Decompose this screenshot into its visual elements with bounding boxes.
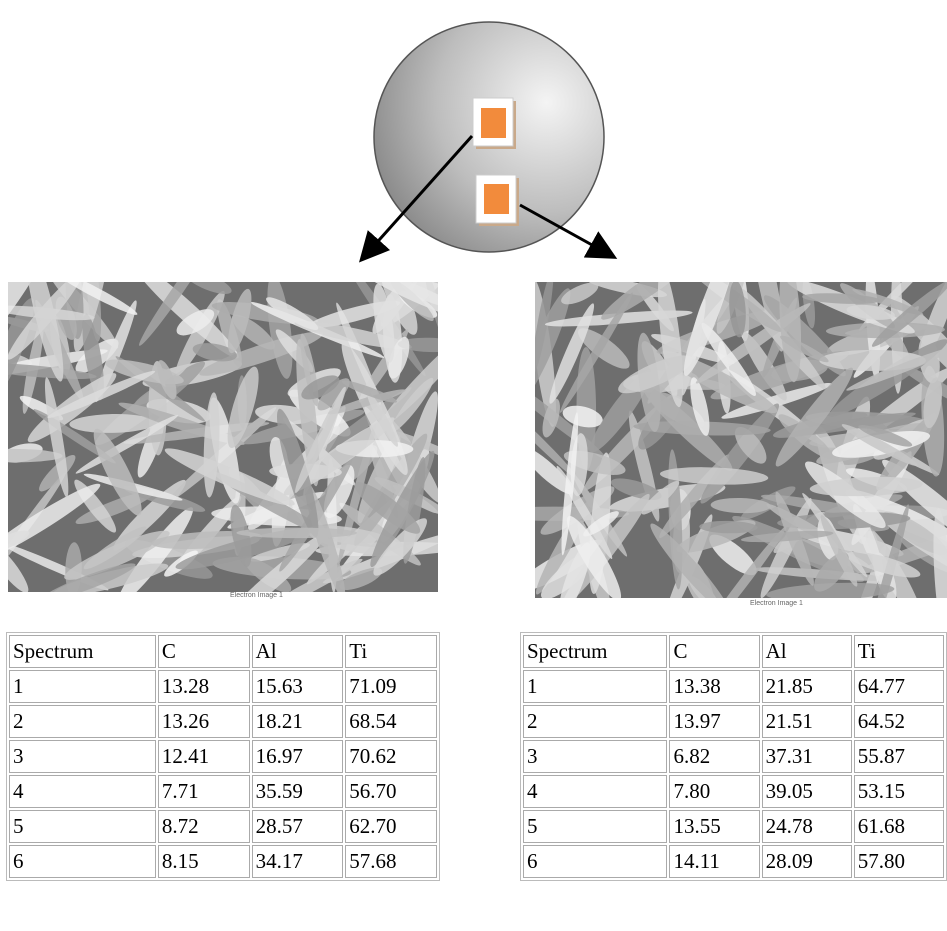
sample-site [481, 108, 506, 138]
cell: 14.11 [669, 845, 759, 878]
micrograph [0, 224, 484, 635]
cell: 4 [523, 775, 667, 808]
micrograph [480, 213, 947, 646]
cell: C [158, 635, 250, 668]
cell: 24.78 [762, 810, 852, 843]
cell: 13.26 [158, 705, 250, 738]
cell: 57.68 [345, 845, 437, 878]
cell: 6.82 [669, 740, 759, 773]
cell: 13.55 [669, 810, 759, 843]
cell: 53.15 [854, 775, 944, 808]
cell: 16.97 [252, 740, 344, 773]
image-caption: Electron Image 1 [230, 592, 283, 599]
cell: 7.71 [158, 775, 250, 808]
cell: Ti [345, 635, 437, 668]
cell: 8.72 [158, 810, 250, 843]
cell: 3 [9, 740, 156, 773]
cell: 2 [9, 705, 156, 738]
cell: 62.70 [345, 810, 437, 843]
cell: 64.77 [854, 670, 944, 703]
image-caption: Electron Image 1 [750, 600, 803, 607]
cell: Spectrum [9, 635, 156, 668]
cell: 34.17 [252, 845, 344, 878]
cell: 28.57 [252, 810, 344, 843]
cell: Al [762, 635, 852, 668]
cell: 35.59 [252, 775, 344, 808]
cell: 15.63 [252, 670, 344, 703]
cell: 5 [9, 810, 156, 843]
cell: C [669, 635, 759, 668]
cell: 71.09 [345, 670, 437, 703]
cell: 13.97 [669, 705, 759, 738]
cell: 39.05 [762, 775, 852, 808]
cell: 8.15 [158, 845, 250, 878]
cell: 6 [523, 845, 667, 878]
cell: 13.28 [158, 670, 250, 703]
cell: 55.87 [854, 740, 944, 773]
cell: 28.09 [762, 845, 852, 878]
cell: Ti [854, 635, 944, 668]
cell: 7.80 [669, 775, 759, 808]
table-row: 68.1534.1757.68 [9, 845, 437, 878]
cell: 18.21 [252, 705, 344, 738]
cell: 6 [9, 845, 156, 878]
cell: 4 [9, 775, 156, 808]
cell: 1 [523, 670, 667, 703]
cell: 1 [9, 670, 156, 703]
cell: 21.85 [762, 670, 852, 703]
cell: 68.54 [345, 705, 437, 738]
cell: 5 [523, 810, 667, 843]
cell: Spectrum [523, 635, 667, 668]
cell: 2 [523, 705, 667, 738]
cell: 13.38 [669, 670, 759, 703]
cell: 64.52 [854, 705, 944, 738]
cell: Al [252, 635, 344, 668]
table-row: 513.5524.7861.68 [523, 810, 944, 843]
cell: 61.68 [854, 810, 944, 843]
sample-site [484, 184, 509, 214]
page: Electron Image 1 Electron Image 1 Spectr… [0, 0, 947, 931]
cell: 70.62 [345, 740, 437, 773]
cell: 21.51 [762, 705, 852, 738]
cell: 56.70 [345, 775, 437, 808]
cell: 57.80 [854, 845, 944, 878]
table-row: 36.8237.3155.87 [523, 740, 944, 773]
table-row: 213.2618.2168.54 [9, 705, 437, 738]
table-row: 47.8039.0553.15 [523, 775, 944, 808]
cell: 3 [523, 740, 667, 773]
cell: 12.41 [158, 740, 250, 773]
cell: 37.31 [762, 740, 852, 773]
